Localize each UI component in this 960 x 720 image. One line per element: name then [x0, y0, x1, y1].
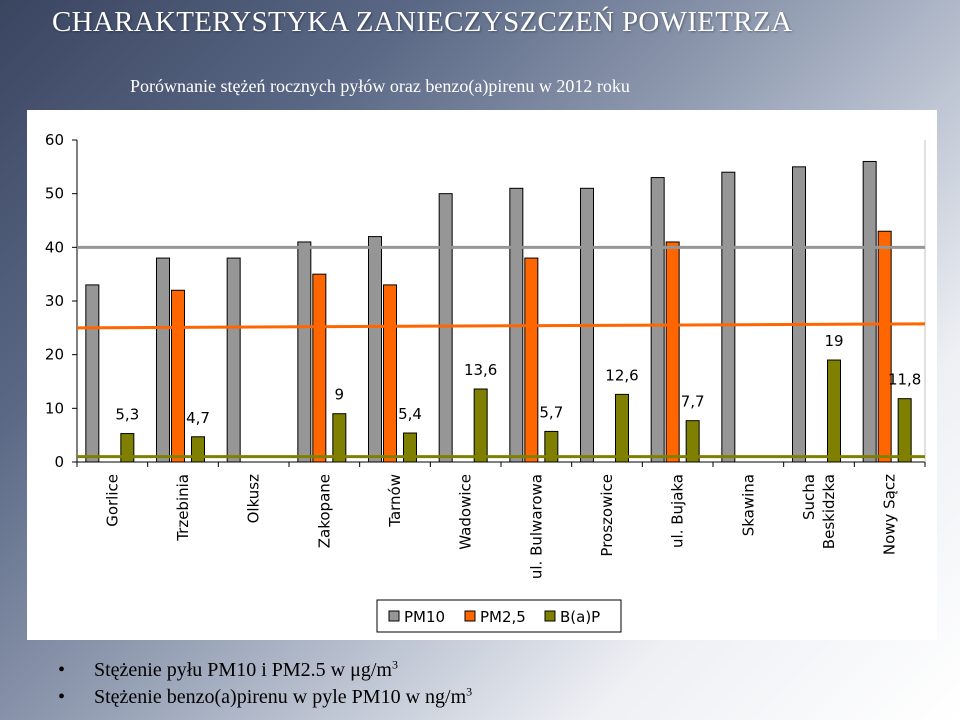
note-bap-units-sup: 3: [466, 684, 473, 699]
legend-label-pm10: PM10: [404, 608, 445, 626]
bar-pm10: [297, 241, 312, 463]
x-category-label: Proszowice: [598, 474, 616, 557]
legend-label-pm25: PM2,5: [480, 608, 526, 626]
legend-box: [376, 599, 622, 633]
bar-pm10: [368, 236, 382, 463]
legend-label-bap: B(a)P: [560, 608, 600, 626]
note-pm-units-text: Stężenie pyłu PM10 i PM2.5 w μg/m: [94, 659, 392, 681]
notes-list: Stężenie pyłu PM10 i PM2.5 w μg/m3 Stęże…: [58, 657, 472, 711]
bar-pm25: [665, 241, 680, 463]
legend-swatch-pm25: [464, 610, 476, 622]
bar-pm10: [226, 257, 241, 463]
slide-title: CHARAKTERYSTYKA ZANIECZYSZCZEŃ POWIETRZA: [52, 6, 793, 38]
y-tick-label: 0: [54, 453, 64, 471]
bap-data-label: 12,6: [605, 366, 638, 384]
bar-pm10: [792, 166, 806, 463]
bap-data-label: 9: [335, 386, 345, 404]
y-tick-label: 20: [45, 346, 64, 364]
y-tick-label: 60: [45, 131, 64, 149]
reference-line: [76, 322, 926, 330]
bar-pm25: [383, 284, 397, 463]
bap-data-label: 4,7: [186, 409, 210, 427]
x-category-label: Nowy Sącz: [881, 474, 899, 555]
bar-pm25: [171, 289, 185, 463]
bap-data-label: 5,7: [539, 403, 563, 421]
legend-swatch-bap: [544, 610, 556, 622]
bar-pm10: [438, 193, 453, 463]
bar-bap: [544, 430, 559, 463]
bar-bap: [120, 433, 135, 463]
x-category-label: Zakopane: [315, 474, 333, 548]
bap-data-label: 19: [824, 332, 843, 350]
bap-data-label: 7,7: [681, 393, 705, 411]
x-category-label: Olkusz: [245, 474, 263, 524]
bar-pm25: [877, 230, 892, 463]
bar-pm10: [156, 257, 170, 463]
chart-panel: 0 10 20 30 40 50 60 5,3 4,7 9 5,4 13,6 5,7 12,6 7,7 19 1…: [27, 110, 937, 640]
bap-data-label: 5,3: [115, 406, 139, 424]
legend-swatch-pm10: [388, 610, 400, 622]
bar-chart: 0 10 20 30 40 50 60 5,3 4,7 9 5,4 13,6 5,7 12,6 7,7 19 1…: [45, 131, 926, 633]
bar-pm10: [862, 160, 877, 463]
y-tick-label: 40: [45, 238, 64, 256]
bar-bap: [827, 359, 841, 463]
bap-data-label: 11,8: [888, 371, 921, 389]
bar-pm25: [312, 273, 327, 463]
note-bap-units: Stężenie benzo(a)pirenu w pyle PM10 w ng…: [58, 684, 472, 711]
slide-subtitle: Porównanie stężeń rocznych pyłów oraz be…: [130, 76, 630, 96]
bar-bap: [473, 388, 488, 463]
bar-bap: [332, 413, 347, 463]
y-tick-label: 10: [45, 399, 64, 417]
x-category-label: Tarnów: [386, 474, 404, 528]
note-bap-units-text: Stężenie benzo(a)pirenu w pyle PM10 w ng…: [94, 686, 467, 708]
bar-bap: [615, 393, 629, 463]
y-tick-label: 50: [45, 185, 64, 203]
x-category-label: Sucha: [800, 474, 818, 520]
bar-pm10: [721, 171, 736, 463]
bar-bap: [685, 420, 700, 463]
note-pm-units-sup: 3: [391, 657, 398, 672]
x-category-label: Skawina: [739, 474, 757, 536]
bar-pm25: [524, 257, 539, 463]
note-pm-units: Stężenie pyłu PM10 i PM2.5 w μg/m3: [58, 657, 472, 684]
x-category-label: Gorlice: [103, 474, 121, 527]
bar-pm10: [650, 177, 665, 463]
bap-data-label: 5,4: [398, 405, 422, 423]
x-category-label: Wadowice: [457, 474, 475, 550]
bar-pm10: [85, 284, 100, 463]
x-category-label: Trzebinia: [174, 474, 192, 542]
bap-data-label: 13,6: [464, 361, 497, 379]
bar-bap: [191, 436, 205, 463]
bar-bap: [403, 432, 417, 463]
y-tick-label: 30: [45, 292, 64, 310]
bar-bap: [897, 398, 912, 463]
x-category-label: ul. Bulwarowa: [527, 474, 545, 579]
x-category-label: Beskidzka: [820, 474, 838, 549]
x-category-label: ul. Bujaka: [669, 474, 687, 548]
